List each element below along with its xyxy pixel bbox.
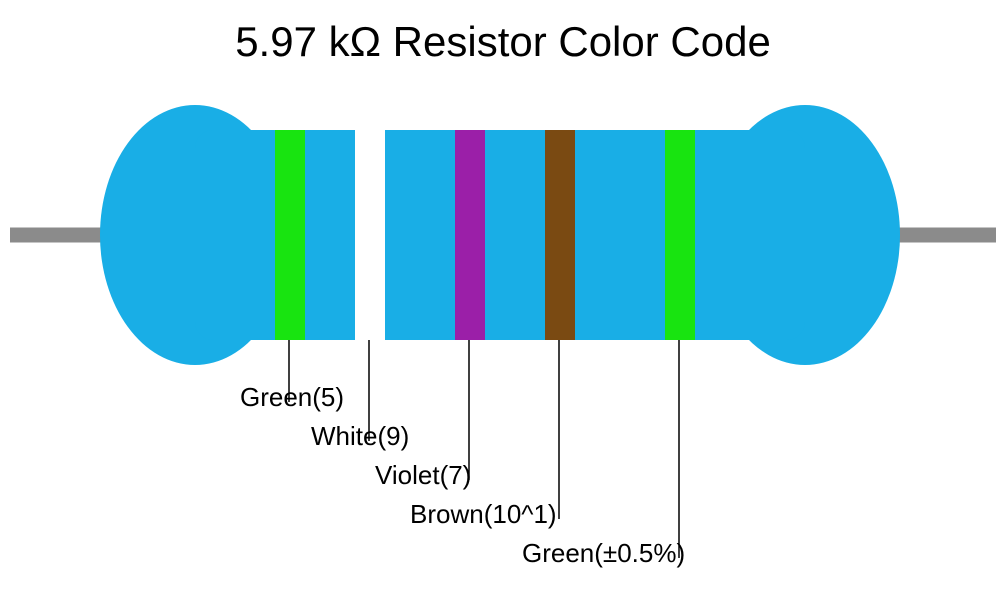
band-label-4: Brown(10^1) <box>410 499 557 530</box>
band-label-2: White(9) <box>311 421 409 452</box>
band-label-3: Violet(7) <box>375 460 471 491</box>
color-band-2 <box>355 130 385 340</box>
band-label-5: Green(±0.5%) <box>522 538 685 569</box>
color-band-1 <box>275 130 305 340</box>
color-band-4 <box>545 130 575 340</box>
color-band-3 <box>455 130 485 340</box>
band-label-1: Green(5) <box>240 382 344 413</box>
color-band-5 <box>665 130 695 340</box>
